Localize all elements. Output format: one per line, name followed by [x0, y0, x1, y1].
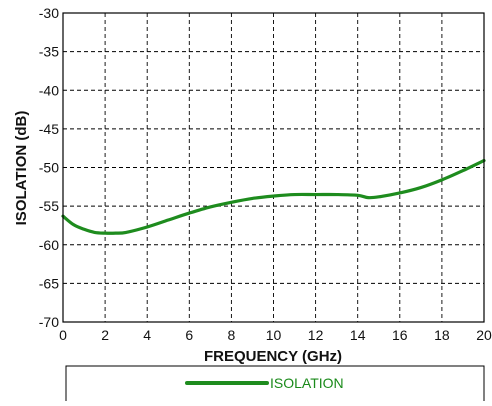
y-tick-label-1: -35 — [39, 44, 59, 60]
y-axis-title: ISOLATION (dB) — [13, 111, 30, 226]
x-tick-label-8: 16 — [392, 327, 408, 343]
plot-frame — [62, 12, 485, 323]
y-tick-label-5: -55 — [39, 198, 59, 214]
x-tick-label-0: 0 — [59, 327, 67, 343]
y-tick-label-6: -60 — [39, 237, 59, 253]
x-axis-title: FREQUENCY (GHz) — [204, 348, 342, 365]
series-line-0 — [61, 158, 486, 235]
axis-layer: 0 2 4 6 8 10 12 14 16 18 20 -30 -35 -40 -45 -50 -55 -60 -6… — [39, 5, 492, 343]
legend-label-isolation: ISOLATION — [270, 375, 344, 391]
y-tick-label-2: -40 — [39, 82, 59, 98]
x-tick-label-4: 8 — [228, 327, 236, 343]
legend: ISOLATION — [65, 365, 485, 403]
x-tick-label-7: 14 — [350, 327, 366, 343]
x-tick-label-2: 4 — [143, 327, 151, 343]
x-tick-label-1: 2 — [101, 327, 109, 343]
y-tick-label-3: -45 — [39, 121, 59, 137]
y-tick-label-4: -50 — [39, 160, 59, 176]
x-tick-label-5: 10 — [266, 327, 282, 343]
x-tick-label-9: 18 — [434, 327, 450, 343]
series-layer — [61, 158, 486, 235]
x-tick-label-10: 20 — [476, 327, 492, 343]
legend-box — [65, 365, 485, 403]
y-tick-label-7: -65 — [39, 275, 59, 291]
y-tick-label-8: -70 — [39, 314, 59, 330]
x-tick-label-3: 6 — [185, 327, 193, 343]
x-tick-label-6: 12 — [308, 327, 324, 343]
y-tick-label-0: -30 — [39, 5, 59, 21]
grid-layer — [63, 13, 484, 322]
